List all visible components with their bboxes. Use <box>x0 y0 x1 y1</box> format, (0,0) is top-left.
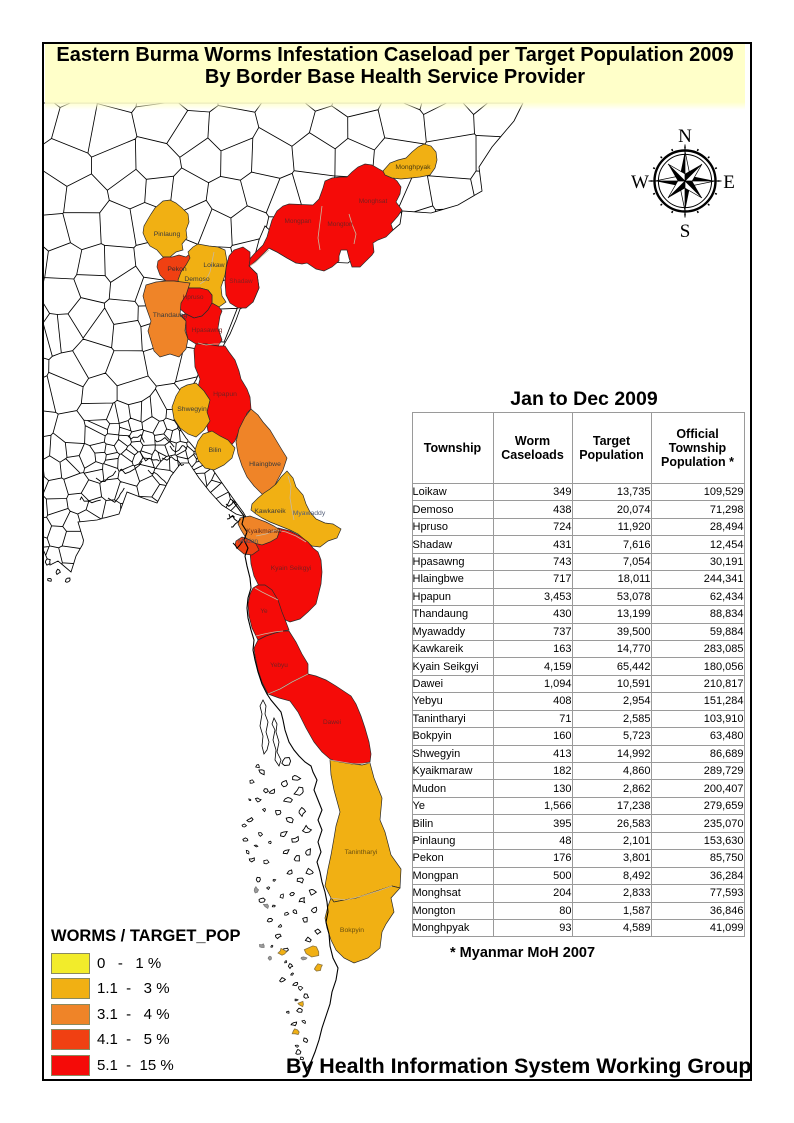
svg-text:Tanintharyi: Tanintharyi <box>345 849 378 856</box>
svg-text:Shwegyin: Shwegyin <box>177 406 207 413</box>
svg-text:Loikaw: Loikaw <box>203 262 224 269</box>
svg-text:N: N <box>678 126 692 147</box>
svg-text:Dawei: Dawei <box>323 719 341 726</box>
svg-text:Kawkareik: Kawkareik <box>254 508 286 515</box>
svg-text:Bilin: Bilin <box>209 447 222 454</box>
svg-text:Mudon: Mudon <box>238 538 258 545</box>
svg-text:Bokpyin: Bokpyin <box>340 927 364 934</box>
svg-text:Pinlaung: Pinlaung <box>154 231 181 238</box>
svg-text:Hpapun: Hpapun <box>213 391 237 398</box>
svg-text:Monghpyak: Monghpyak <box>395 164 431 171</box>
svg-text:S: S <box>680 221 691 242</box>
svg-text:Hpasawng: Hpasawng <box>192 327 223 334</box>
svg-text:Shadaw: Shadaw <box>229 278 253 285</box>
svg-text:W: W <box>631 172 649 193</box>
svg-text:Pekon: Pekon <box>167 266 186 273</box>
svg-text:Myawaddy: Myawaddy <box>293 510 326 517</box>
svg-text:Hpruso: Hpruso <box>183 294 204 301</box>
svg-text:E: E <box>723 172 735 193</box>
svg-text:Hlaingbwe: Hlaingbwe <box>249 461 281 468</box>
svg-text:Thandaung: Thandaung <box>153 312 188 319</box>
svg-text:Mongton: Mongton <box>327 221 353 228</box>
svg-text:Ye: Ye <box>260 608 268 615</box>
svg-text:Monghsat: Monghsat <box>359 198 388 205</box>
svg-text:Demoso: Demoso <box>184 276 210 283</box>
svg-text:Kyaikmaraw: Kyaikmaraw <box>246 528 282 535</box>
svg-text:Kyain Seikgyi: Kyain Seikgyi <box>271 565 312 572</box>
svg-text:Mongpan: Mongpan <box>284 218 311 225</box>
svg-text:Yebyu: Yebyu <box>270 662 288 669</box>
